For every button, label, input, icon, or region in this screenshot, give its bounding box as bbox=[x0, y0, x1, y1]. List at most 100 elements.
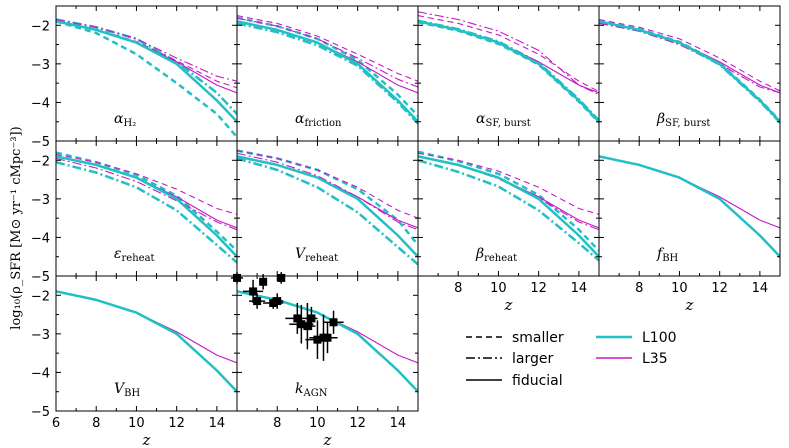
obs-point bbox=[313, 335, 322, 344]
panel-label-subscript: friction bbox=[304, 118, 342, 129]
series-l35-dashdot bbox=[56, 18, 237, 82]
y-tick-label: −4 bbox=[31, 366, 50, 381]
legend-label-larger: larger bbox=[512, 351, 553, 367]
series-l100-fiducial bbox=[237, 20, 418, 123]
series-l35-dashdot bbox=[418, 155, 599, 231]
panel-label-subscript: BH bbox=[124, 388, 140, 399]
panel-label-symbol: ε bbox=[114, 246, 122, 262]
panel-label-subscript: reheat bbox=[305, 253, 338, 264]
panel-series bbox=[418, 150, 599, 262]
panel-label: αSF, burst bbox=[476, 111, 531, 129]
series-l35-fiducial bbox=[56, 155, 237, 229]
panel-label: Vreheat bbox=[295, 246, 338, 264]
obs-point bbox=[269, 299, 278, 307]
y-tick-label: −4 bbox=[31, 231, 50, 246]
panel-0-2: αSF, burst bbox=[417, 5, 600, 142]
panel-label-symbol: V bbox=[295, 246, 307, 262]
x-tick-label: 14 bbox=[390, 416, 407, 431]
obs-point bbox=[297, 320, 306, 329]
x-tick-label: 12 bbox=[349, 416, 366, 431]
legend-label-l35: L35 bbox=[642, 351, 668, 367]
series-l35-fiducial bbox=[599, 20, 780, 94]
series-l35-dashdot bbox=[418, 11, 599, 96]
panel-label-subscript: SF, burst bbox=[665, 118, 710, 129]
panel-label-symbol: β bbox=[475, 246, 484, 262]
panel-1-0: −2 −3 −4 −5 εreheat bbox=[31, 140, 238, 285]
series-l35-dashed bbox=[56, 20, 237, 89]
series-l100-dashed bbox=[237, 16, 418, 117]
x-tick-label: 8 bbox=[92, 416, 100, 431]
series-l35-dashdot bbox=[599, 22, 780, 94]
y-tick-label: −5 bbox=[31, 270, 50, 285]
series-l35-fiducial bbox=[599, 155, 780, 229]
series-l35-dashed bbox=[599, 18, 780, 92]
x-tick-label: 6 bbox=[52, 416, 60, 431]
panel-series bbox=[56, 290, 237, 393]
y-tick-label: −5 bbox=[31, 135, 50, 150]
series-l100-dashed bbox=[56, 151, 237, 252]
panel-frame bbox=[236, 275, 419, 412]
series-l100-fiducial bbox=[237, 290, 418, 393]
series-l35-dashdot bbox=[56, 157, 237, 231]
x-tick-label: 12 bbox=[168, 416, 185, 431]
series-l100-dashdot bbox=[418, 159, 599, 262]
legend-label-l100: L100 bbox=[642, 330, 677, 346]
series-l35-fiducial bbox=[56, 290, 237, 364]
panel-1-1: Vreheat bbox=[236, 140, 419, 277]
panel-label: VBH bbox=[114, 381, 140, 399]
y-tick-label: −4 bbox=[31, 96, 50, 111]
series-l35-fiducial bbox=[56, 20, 237, 94]
panel-label-subscript: reheat bbox=[122, 253, 155, 264]
panel-label-symbol: f bbox=[656, 246, 665, 262]
series-l100-dashdot bbox=[237, 157, 418, 266]
panel-series bbox=[237, 149, 418, 266]
series-l35-dashed bbox=[56, 153, 237, 215]
y-tick-label: −2 bbox=[31, 289, 50, 304]
panel-label: εreheat bbox=[114, 246, 155, 264]
y-tick-label: −2 bbox=[31, 19, 50, 34]
x-tick-label: 10 bbox=[490, 281, 507, 296]
y-tick-label: −5 bbox=[31, 405, 50, 420]
x-tick-label: 8 bbox=[273, 416, 281, 431]
panel-0-1: αfriction bbox=[236, 5, 419, 142]
panel-2-1: 8 10 12 14 z kAGN bbox=[230, 272, 419, 448]
x-tick-label: 14 bbox=[752, 281, 769, 296]
obs-point bbox=[277, 273, 286, 282]
panel-label: βSF, burst bbox=[656, 111, 710, 129]
series-l100-dashed bbox=[237, 149, 418, 246]
series-l100-fiducial bbox=[418, 20, 599, 123]
series-l35-dashdot bbox=[237, 17, 418, 88]
panel-series bbox=[237, 15, 418, 125]
series-l100-dashed bbox=[418, 20, 599, 124]
series-l100-fiducial bbox=[237, 155, 418, 258]
x-tick-label: 10 bbox=[309, 416, 326, 431]
panel-label-symbol: V bbox=[114, 381, 126, 397]
panel-label-symbol: α bbox=[295, 111, 305, 127]
legend-label-smaller: smaller bbox=[512, 330, 564, 346]
legend: smaller larger fiducial L100 L35 bbox=[466, 330, 677, 389]
series-l100-fiducial bbox=[56, 20, 237, 123]
series-l100-dashed bbox=[599, 19, 780, 122]
panel-label-subscript: SF, burst bbox=[485, 118, 530, 129]
series-l35-fiducial bbox=[418, 20, 599, 94]
obs-point bbox=[249, 287, 258, 296]
panel-1-2: 8 10 12 14 z βreheat bbox=[417, 140, 600, 314]
panel-label-symbol: α bbox=[114, 111, 124, 127]
obs-point bbox=[329, 318, 338, 327]
obs-point bbox=[273, 297, 282, 306]
series-l35-dashed bbox=[418, 15, 599, 93]
panel-label-symbol: α bbox=[476, 111, 486, 127]
legend-item-l100: L100 bbox=[596, 330, 677, 346]
series-l100-dashdot bbox=[56, 160, 237, 264]
obs-point bbox=[293, 314, 302, 323]
panel-0-0: −2 −3 −4 −5 αH₂ bbox=[31, 5, 238, 150]
panel-label-subscript: AGN bbox=[302, 388, 327, 399]
series-l35-dashdot bbox=[237, 152, 418, 231]
panel-label: fBH bbox=[656, 246, 679, 264]
panel-frame bbox=[598, 140, 781, 277]
obs-point bbox=[303, 322, 312, 331]
x-tick-label: 8 bbox=[454, 281, 462, 296]
series-l35-dashed bbox=[237, 15, 418, 82]
